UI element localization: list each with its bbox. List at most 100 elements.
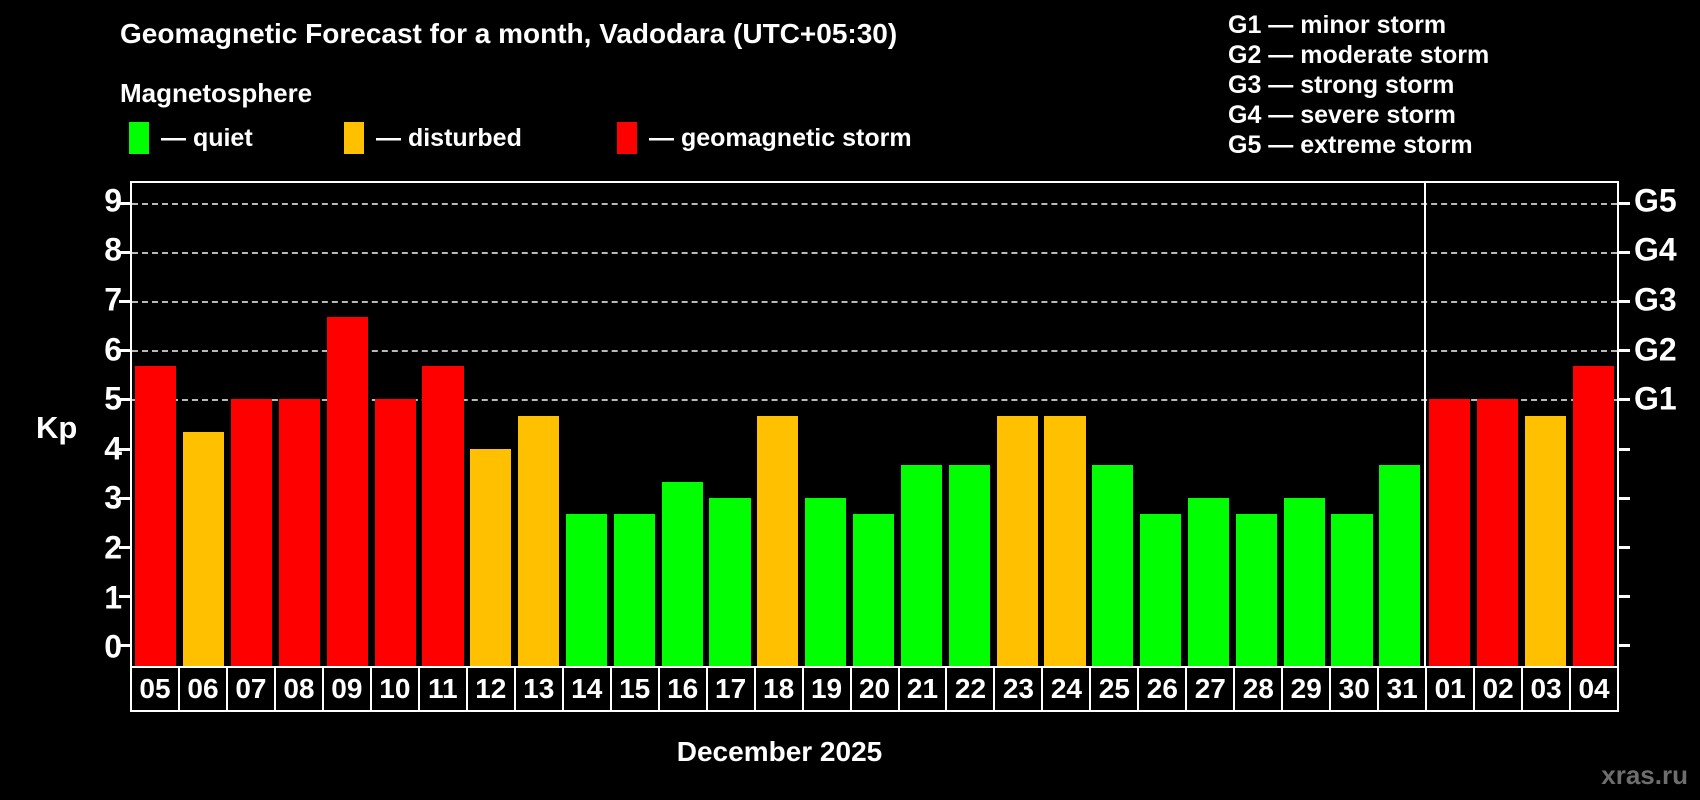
bar-slot-day-28 bbox=[1232, 183, 1280, 666]
day-label-02: 02 bbox=[1473, 666, 1524, 712]
kp-bar-day-31 bbox=[1379, 464, 1421, 666]
day-label-21: 21 bbox=[897, 666, 948, 712]
g-axis-label-G4: G4 bbox=[1634, 231, 1677, 268]
bars-container bbox=[132, 183, 1617, 666]
bar-slot-day-10 bbox=[371, 183, 419, 666]
left-tick-kp-8 bbox=[119, 250, 130, 254]
y-axis-label-7: 7 bbox=[104, 281, 122, 318]
y-axis-label-8: 8 bbox=[104, 231, 122, 268]
kp-bar-day-25 bbox=[1092, 464, 1134, 666]
bar-slot-day-18 bbox=[754, 183, 802, 666]
legend-item-storm: — geomagnetic storm bbox=[617, 121, 912, 155]
storm-scale-line: G5 — extreme storm bbox=[1228, 131, 1473, 159]
g-axis-label-G2: G2 bbox=[1634, 331, 1677, 368]
kp-bar-day-04 bbox=[1572, 366, 1614, 666]
bar-slot-day-04 bbox=[1569, 183, 1617, 666]
day-label-14: 14 bbox=[561, 666, 612, 712]
bar-slot-day-13 bbox=[515, 183, 563, 666]
bar-slot-day-06 bbox=[180, 183, 228, 666]
day-label-20: 20 bbox=[849, 666, 900, 712]
bar-slot-day-19 bbox=[802, 183, 850, 666]
kp-bar-day-24 bbox=[1044, 415, 1086, 666]
kp-bar-day-02 bbox=[1476, 399, 1518, 666]
day-label-04: 04 bbox=[1569, 666, 1620, 712]
legend-swatch-storm bbox=[617, 122, 637, 154]
gridline-kp-7 bbox=[132, 301, 1617, 304]
right-tick-kp-3 bbox=[1619, 496, 1630, 500]
day-label-13: 13 bbox=[513, 666, 564, 712]
bar-slot-day-31 bbox=[1376, 183, 1424, 666]
kp-bar-day-16 bbox=[661, 481, 703, 666]
bar-slot-day-20 bbox=[850, 183, 898, 666]
day-axis-labels: 05 06 07 08 09 10 11 12 13 14 15 16 17 18 19 20 21 22 23 24… bbox=[130, 666, 1620, 712]
bar-slot-day-11 bbox=[419, 183, 467, 666]
left-tick-kp-9 bbox=[119, 201, 130, 205]
legend-label: — geomagnetic storm bbox=[649, 123, 912, 152]
day-label-06: 06 bbox=[177, 666, 228, 712]
kp-bar-day-12 bbox=[470, 448, 512, 666]
kp-bar-day-17 bbox=[709, 497, 751, 666]
watermark: xras.ru bbox=[1601, 760, 1688, 790]
day-label-24: 24 bbox=[1041, 666, 1092, 712]
day-label-26: 26 bbox=[1137, 666, 1188, 712]
kp-bar-day-22 bbox=[948, 464, 990, 666]
day-label-15: 15 bbox=[609, 666, 660, 712]
right-tick-kp-8 bbox=[1619, 250, 1630, 254]
kp-bar-day-13 bbox=[518, 415, 560, 666]
kp-bar-day-21 bbox=[900, 464, 942, 666]
bar-slot-day-23 bbox=[993, 183, 1041, 666]
gridline-kp-8 bbox=[132, 251, 1617, 254]
day-label-05: 05 bbox=[130, 666, 180, 712]
storm-scale-line: G1 — minor storm bbox=[1228, 11, 1447, 39]
right-tick-kp-5 bbox=[1619, 398, 1630, 402]
kp-bar-day-03 bbox=[1524, 415, 1566, 666]
day-label-27: 27 bbox=[1185, 666, 1236, 712]
kp-bar-day-28 bbox=[1235, 514, 1277, 666]
plot-area bbox=[119, 181, 1630, 668]
bar-slot-day-07 bbox=[228, 183, 276, 666]
bar-slot-day-21 bbox=[898, 183, 946, 666]
bar-slot-day-24 bbox=[1041, 183, 1089, 666]
y-axis-label-9: 9 bbox=[104, 182, 122, 219]
day-label-11: 11 bbox=[417, 666, 468, 712]
bar-slot-day-03 bbox=[1521, 183, 1569, 666]
day-label-08: 08 bbox=[273, 666, 324, 712]
y-axis-label-3: 3 bbox=[104, 479, 122, 516]
kp-bar-day-15 bbox=[613, 514, 655, 666]
y-axis-label-5: 5 bbox=[104, 380, 122, 417]
day-label-16: 16 bbox=[657, 666, 708, 712]
bar-slot-day-09 bbox=[323, 183, 371, 666]
left-tick-kp-0 bbox=[119, 644, 130, 648]
day-label-17: 17 bbox=[705, 666, 756, 712]
right-tick-kp-0 bbox=[1619, 644, 1630, 648]
storm-scale-line: G2 — moderate storm bbox=[1228, 41, 1490, 69]
kp-bar-day-09 bbox=[326, 317, 368, 666]
kp-bar-day-20 bbox=[853, 514, 895, 666]
kp-bar-day-05 bbox=[135, 366, 177, 666]
g-axis-label-G1: G1 bbox=[1634, 380, 1677, 417]
kp-bar-day-18 bbox=[757, 415, 799, 666]
month-separator-line bbox=[1423, 183, 1426, 666]
day-label-29: 29 bbox=[1281, 666, 1332, 712]
left-tick-kp-2 bbox=[119, 545, 130, 549]
day-label-01: 01 bbox=[1425, 666, 1476, 712]
bar-slot-day-12 bbox=[467, 183, 515, 666]
left-tick-kp-4 bbox=[119, 447, 130, 451]
kp-bar-day-01 bbox=[1428, 399, 1471, 666]
day-label-03: 03 bbox=[1521, 666, 1572, 712]
legend-item-quiet: — quiet bbox=[129, 121, 253, 155]
left-tick-kp-5 bbox=[119, 398, 130, 402]
day-label-07: 07 bbox=[225, 666, 276, 712]
kp-bar-day-19 bbox=[805, 497, 847, 666]
day-label-22: 22 bbox=[945, 666, 996, 712]
kp-bar-day-26 bbox=[1140, 514, 1182, 666]
bar-slot-day-26 bbox=[1137, 183, 1185, 666]
legend-item-disturbed: — disturbed bbox=[344, 121, 522, 155]
right-tick-kp-2 bbox=[1619, 545, 1630, 549]
bar-slot-day-22 bbox=[945, 183, 993, 666]
legend-label: — disturbed bbox=[376, 123, 522, 152]
chart-title: Geomagnetic Forecast for a month, Vadoda… bbox=[120, 18, 898, 49]
bar-slot-day-29 bbox=[1280, 183, 1328, 666]
day-label-25: 25 bbox=[1089, 666, 1140, 712]
